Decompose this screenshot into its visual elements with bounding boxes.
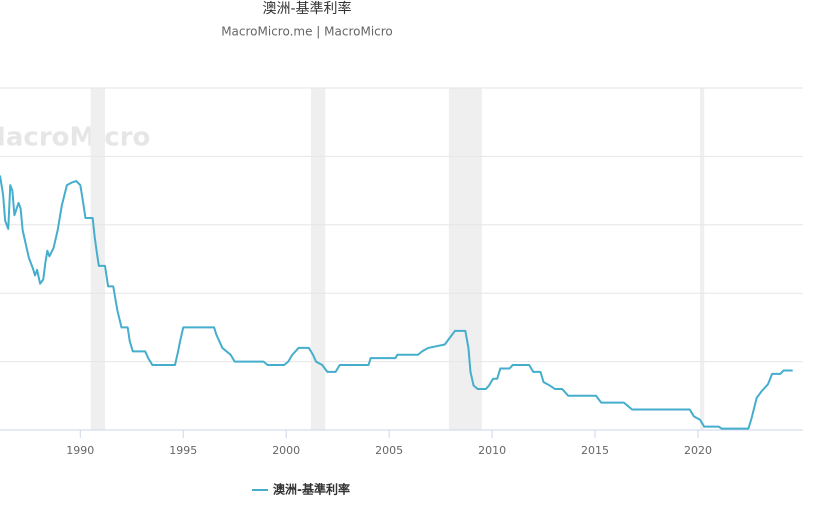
x-tick-label: 2015 [581, 444, 609, 457]
legend-item[interactable]: 澳洲-基準利率 [252, 482, 350, 497]
recession-band [700, 88, 705, 430]
x-tick-label: 2005 [375, 444, 403, 457]
watermark: MacroMicro [0, 123, 150, 153]
x-tick-label: 2010 [478, 444, 506, 457]
chart-title: 澳洲-基準利率 [262, 0, 351, 17]
chart-subtitle: MacroMicro.me | MacroMicro [221, 25, 393, 39]
x-tick-label: 2000 [272, 444, 300, 457]
data-line [0, 175, 793, 430]
legend-label: 澳洲-基準利率 [273, 482, 350, 497]
recession-band [448, 88, 482, 430]
x-tick-label: 2020 [684, 444, 712, 457]
recession-band [310, 88, 326, 430]
x-tick-label: 1995 [169, 444, 197, 457]
x-tick-label: 1990 [66, 444, 94, 457]
